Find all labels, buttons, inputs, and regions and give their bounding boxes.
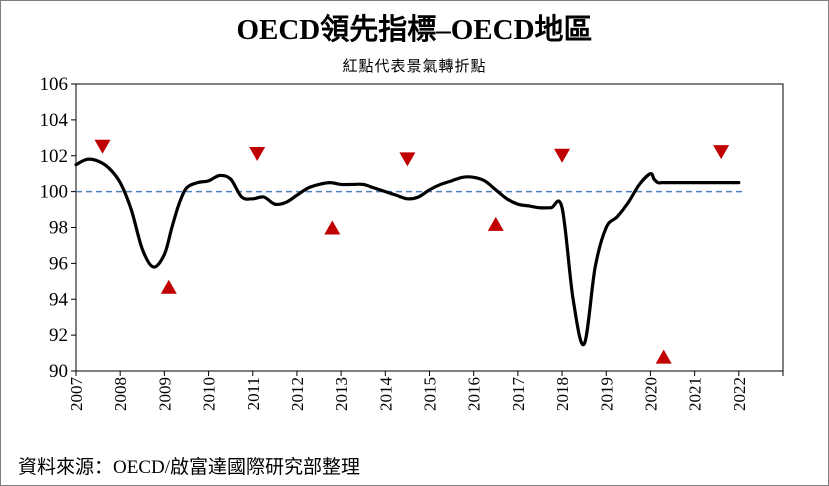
- trough-marker: [160, 279, 177, 294]
- chart-subtitle: 紅點代表景氣轉折點: [342, 57, 487, 75]
- peak-marker: [713, 145, 730, 160]
- source-note: 資料來源：OECD/啟富達國際研究部整理: [18, 457, 361, 478]
- series-line: [74, 157, 741, 347]
- y-tick-label: 104: [40, 110, 69, 131]
- y-tick-label: 92: [49, 325, 68, 346]
- plot-area-border: [75, 83, 784, 372]
- x-tick-label: 2011: [244, 377, 263, 410]
- x-tick-label: 2007: [67, 377, 86, 412]
- peak-marker: [94, 139, 111, 154]
- peak-marker: [249, 146, 266, 161]
- x-tick-label: 2014: [376, 377, 395, 412]
- y-tick-label: 90: [49, 361, 68, 382]
- x-tick-label: 2016: [465, 377, 484, 411]
- trough-marker: [655, 349, 672, 364]
- x-tick-label: 2012: [288, 377, 307, 411]
- y-tick-label: 102: [40, 146, 69, 167]
- trough-marker: [487, 216, 504, 231]
- y-tick-label: 100: [40, 182, 69, 203]
- x-tick-label: 2013: [332, 377, 351, 411]
- peak-marker: [399, 152, 416, 167]
- x-tick-label: 2022: [730, 377, 749, 411]
- x-tick-label: 2019: [597, 377, 616, 411]
- x-tick-label: 2017: [509, 377, 528, 412]
- x-tick-label: 2010: [200, 377, 219, 411]
- y-tick-label: 98: [49, 218, 68, 239]
- y-tick-label: 94: [49, 289, 69, 310]
- x-tick-label: 2008: [111, 377, 130, 411]
- trough-marker: [324, 220, 341, 235]
- x-axis-ticks: 2007 2008 2009 2010 2011 2012 2013 2014 2015 2016…: [67, 371, 784, 412]
- x-tick-label: 2009: [155, 377, 174, 411]
- axes: [75, 83, 784, 372]
- y-tick-label: 106: [40, 74, 69, 95]
- chart-title: OECD領先指標–OECD地區: [236, 14, 593, 46]
- x-tick-label: 2020: [641, 377, 660, 411]
- x-tick-label: 2015: [421, 377, 440, 411]
- y-axis-ticks: 90 92 94 96 98 100 102 104 106: [40, 74, 76, 382]
- y-tick-label: 96: [49, 253, 68, 274]
- turning-point-markers: [94, 139, 730, 364]
- peak-marker: [554, 148, 571, 163]
- x-tick-label: 2018: [553, 377, 572, 411]
- x-tick-label: 2021: [686, 377, 705, 411]
- series-group: [74, 157, 741, 347]
